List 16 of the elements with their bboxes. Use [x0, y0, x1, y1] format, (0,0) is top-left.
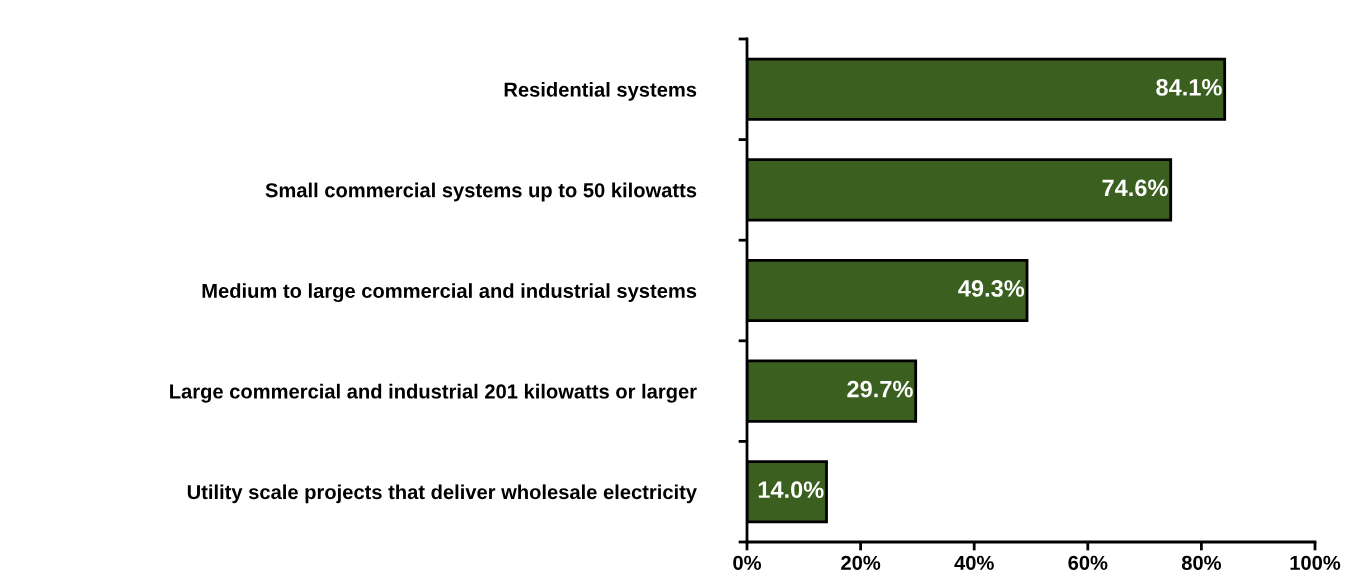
data-label: 49.3%	[958, 280, 1025, 297]
y-tick-label: Medium to large commercial and industrial systems	[202, 283, 697, 303]
x-tick-label: 60%	[1068, 555, 1108, 570]
x-tick-label: 0%	[733, 555, 762, 570]
x-tick-label: 40%	[954, 555, 994, 570]
x-tick-label: 80%	[1181, 555, 1222, 570]
y-tick-label: Residential systems	[504, 82, 697, 101]
data-label: 74.6%	[1102, 179, 1168, 197]
y-tick-label: Large commercial and industrial 201 kilowatts or larger	[170, 383, 697, 403]
x-tick-label: 20%	[841, 555, 881, 570]
data-label: 84.1%	[1156, 78, 1222, 96]
y-tick-label: Small commercial systems up to 50 kilowatts	[265, 182, 697, 202]
x-tick-label: 100%	[1290, 555, 1341, 570]
data-label: 29.7%	[847, 380, 913, 398]
data-label: 14.0%	[758, 481, 824, 499]
y-tick-label: Utility scale projects that deliver wholesale electricity	[187, 484, 697, 504]
